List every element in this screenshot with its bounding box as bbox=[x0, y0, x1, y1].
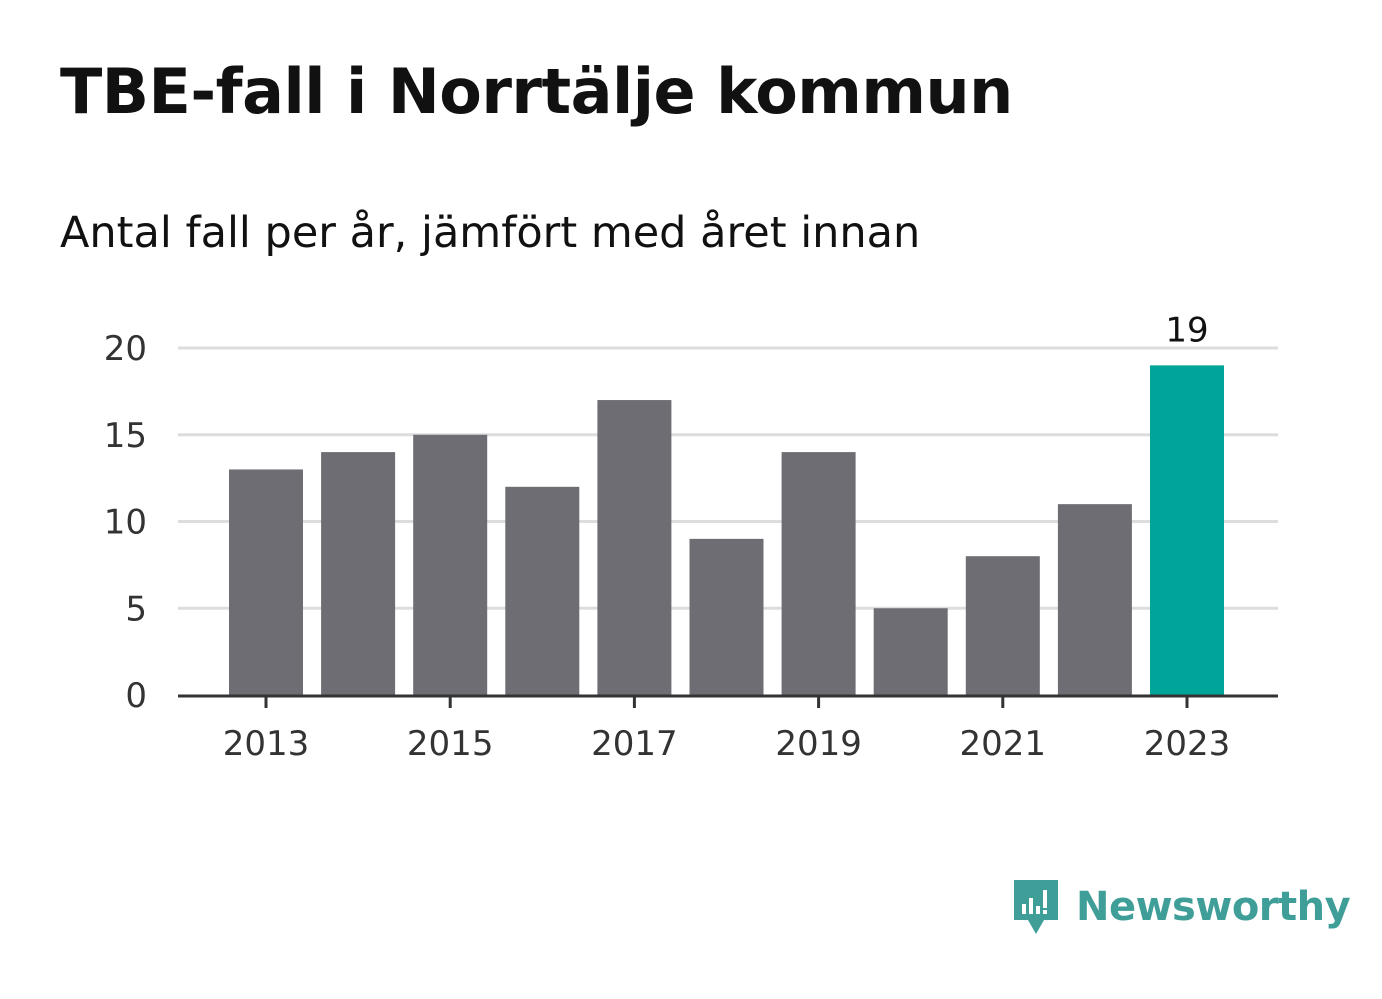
bar-2021 bbox=[965, 556, 1040, 695]
x-tick-label: 2015 bbox=[407, 724, 494, 764]
bars bbox=[229, 365, 1224, 695]
data-labels: 19 bbox=[1165, 310, 1208, 350]
y-tick-label: 0 bbox=[125, 676, 147, 716]
bar-2017 bbox=[597, 400, 672, 695]
y-tick-label: 20 bbox=[104, 329, 147, 369]
x-tick-label: 2019 bbox=[775, 724, 862, 764]
y-tick-label: 15 bbox=[104, 416, 147, 456]
newsworthy-logo: Newsworthy bbox=[1010, 876, 1351, 938]
bar-2020 bbox=[873, 608, 948, 695]
axes: 0 5 10 15 20 2013 2015 2017 2019 2021 2023 bbox=[104, 329, 1278, 764]
x-tick-label: 2017 bbox=[591, 724, 678, 764]
bar-2014 bbox=[321, 452, 396, 695]
x-tick-label: 2021 bbox=[960, 724, 1047, 764]
x-tick-label: 2013 bbox=[223, 724, 310, 764]
bar-2015 bbox=[413, 434, 488, 695]
y-tick-label: 5 bbox=[125, 589, 147, 629]
bar-2019 bbox=[781, 452, 856, 695]
bar-2016 bbox=[505, 486, 580, 695]
value-label-2023: 19 bbox=[1165, 310, 1208, 350]
x-tick-label: 2023 bbox=[1144, 724, 1231, 764]
bar-2023 bbox=[1150, 365, 1224, 695]
y-tick-label: 10 bbox=[104, 503, 147, 543]
chart-subtitle: Antal fall per år, jämfört med året inna… bbox=[60, 208, 921, 258]
bar-2018 bbox=[689, 538, 764, 695]
newsworthy-logo-icon bbox=[1014, 880, 1058, 934]
bar-2022 bbox=[1057, 504, 1132, 695]
brand-name: Newsworthy bbox=[1076, 884, 1351, 930]
chart-title: TBE-fall i Norrtälje kommun bbox=[60, 55, 1013, 128]
bar-2013 bbox=[229, 469, 303, 695]
